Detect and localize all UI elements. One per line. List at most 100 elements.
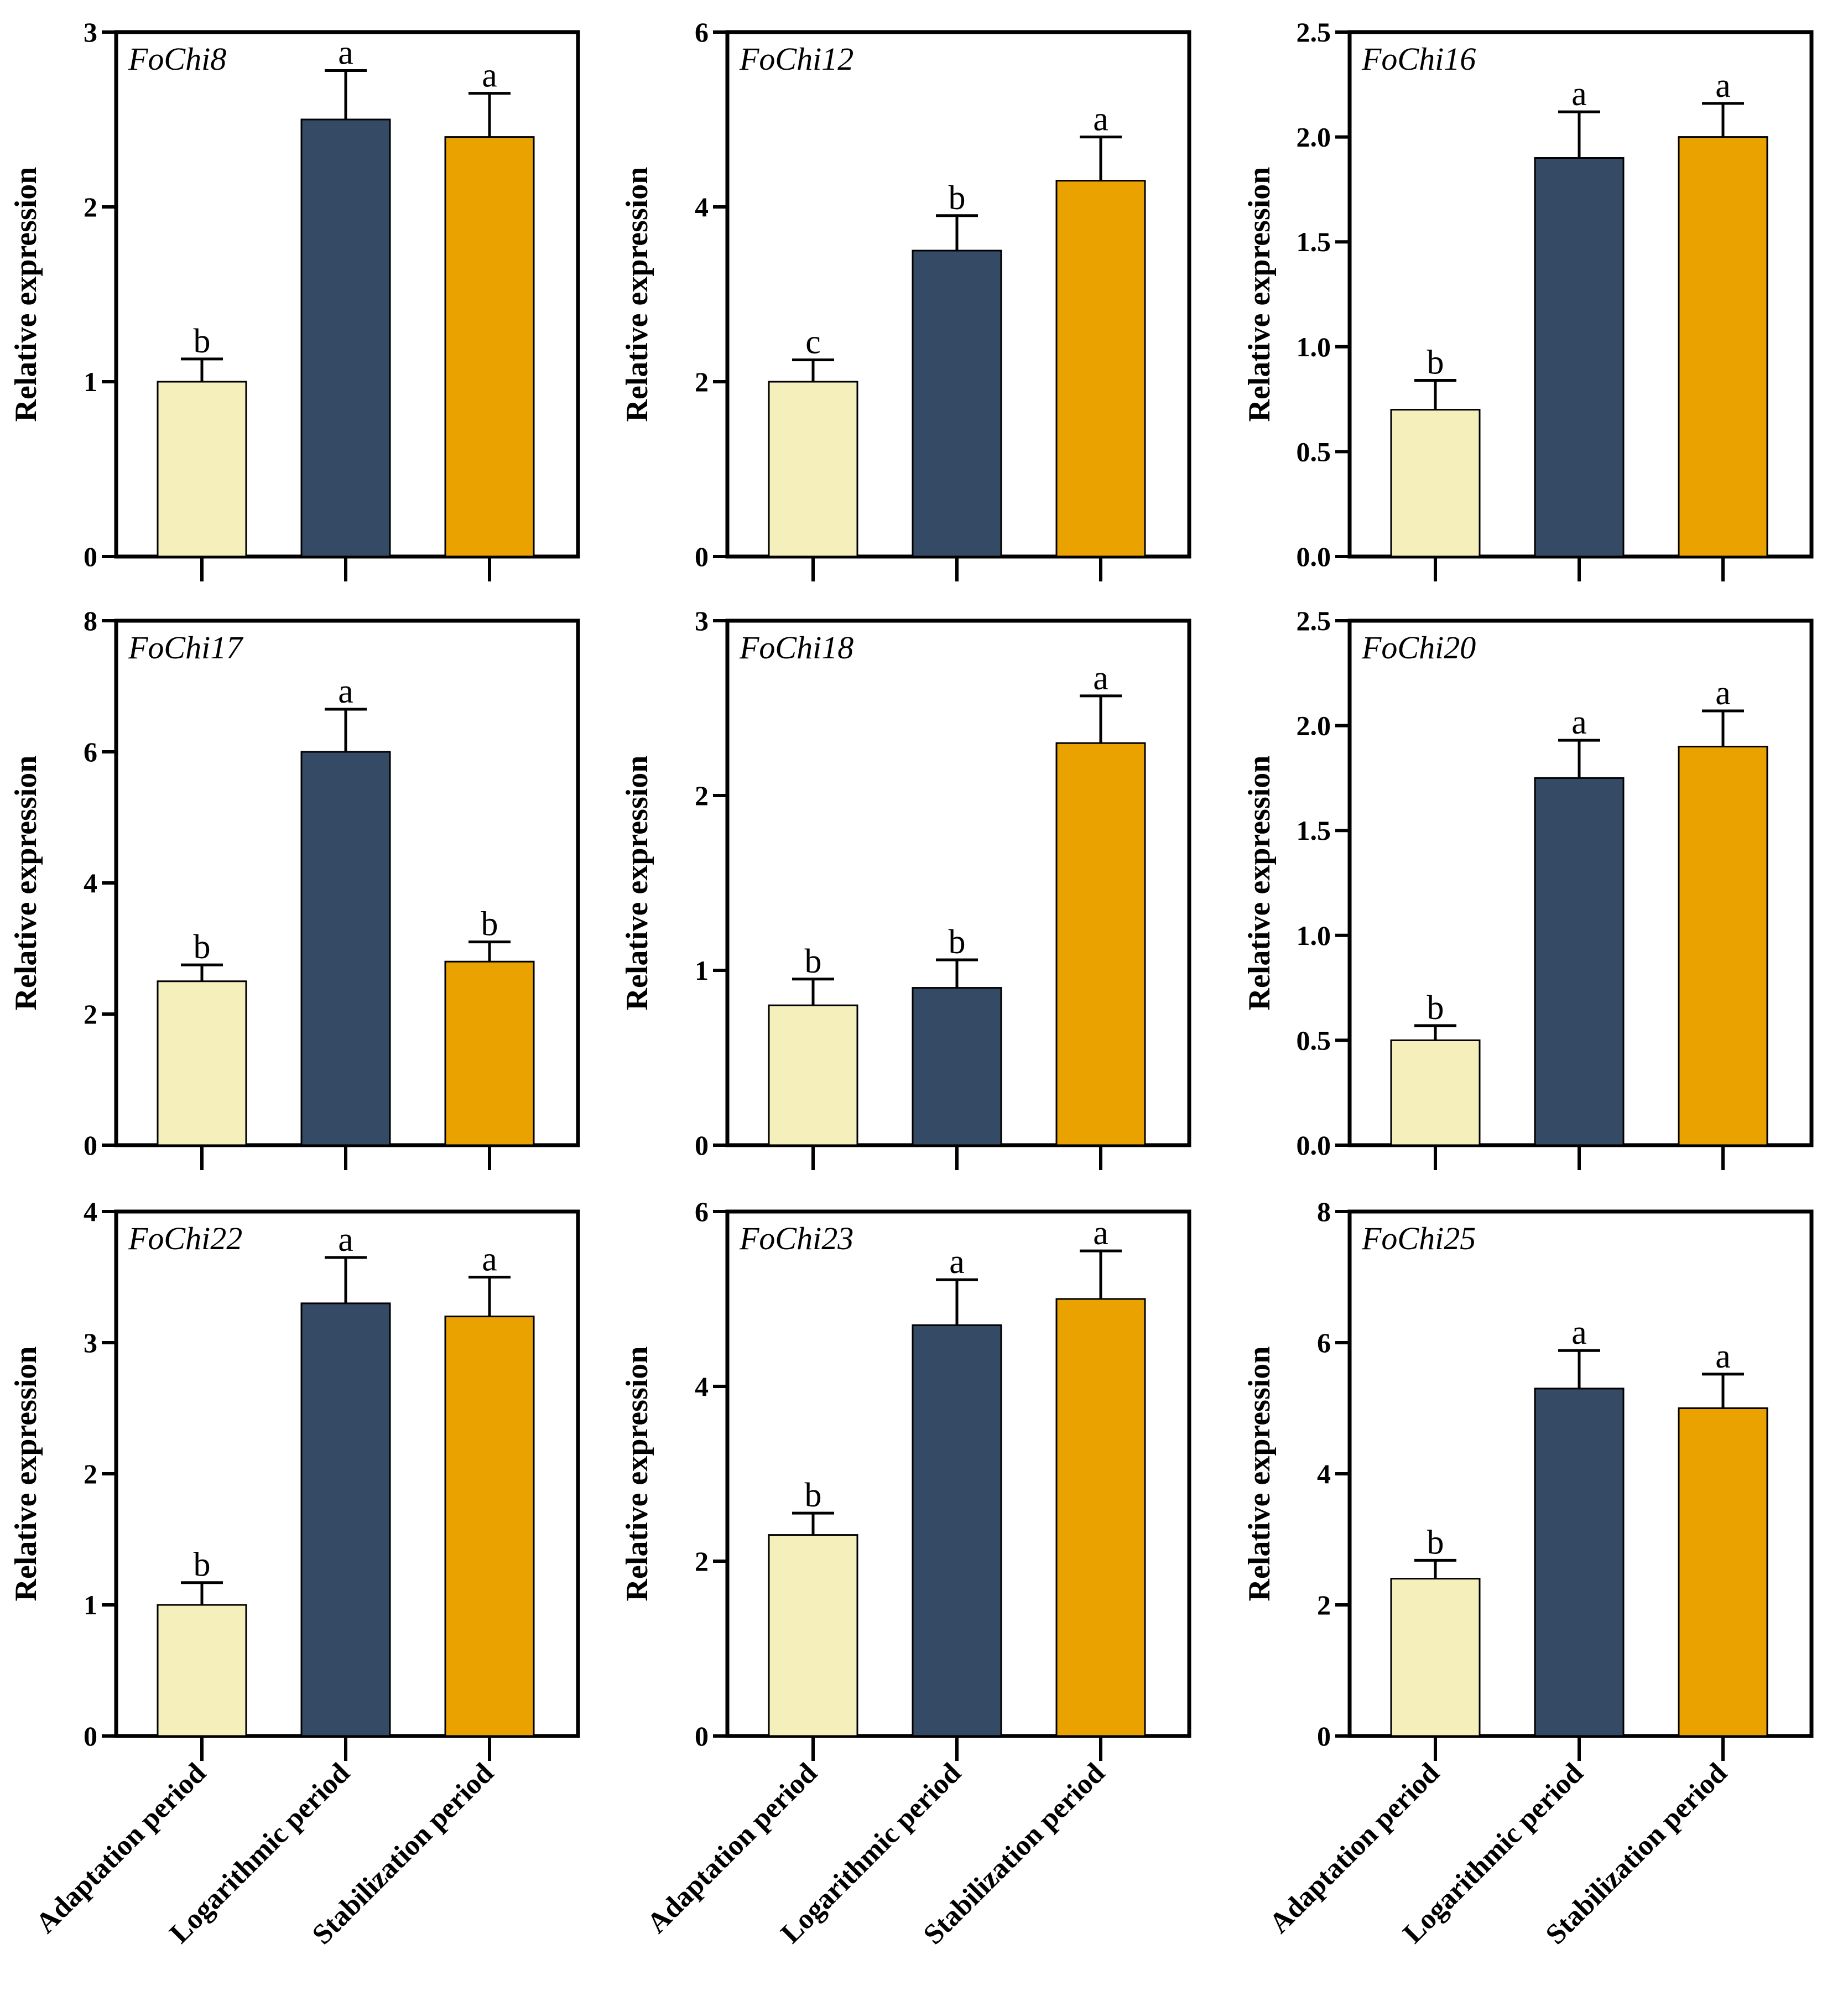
y-tick-label: 1.0 <box>1297 920 1331 951</box>
significance-letter: b <box>194 928 211 966</box>
bar-1 <box>768 381 858 558</box>
y-axis-label: Relative expression <box>9 167 43 422</box>
y-tick-label: 3 <box>84 17 97 48</box>
y-tick-label: 8 <box>84 605 97 636</box>
y-tick-label: 2.0 <box>1297 122 1331 153</box>
bar-1 <box>768 1004 858 1146</box>
bar-3 <box>444 1316 535 1737</box>
y-tick-label: 0.0 <box>1297 1130 1331 1161</box>
y-axis-label: Relative expression <box>1242 756 1277 1011</box>
panel-title: FoChi16 <box>1361 41 1476 77</box>
y-axis-label: Relative expression <box>620 1347 654 1602</box>
y-tick-label: 2.5 <box>1297 605 1331 636</box>
significance-letter: a <box>1571 75 1587 113</box>
chart-panel-4: 0 2 4 6 8 Relative expression b a b FoChi17 <box>9 605 580 1170</box>
panel-title: FoChi17 <box>128 630 243 666</box>
significance-letter: b <box>1427 989 1444 1027</box>
bar-1 <box>1390 1039 1481 1146</box>
y-tick-label: 4 <box>1317 1458 1331 1489</box>
y-tick-label: 1.5 <box>1297 226 1331 257</box>
bar-1 <box>157 1604 247 1737</box>
y-tick-label: 2 <box>84 999 97 1030</box>
y-tick-label: 2.0 <box>1297 710 1331 741</box>
y-tick-label: 6 <box>695 1196 709 1227</box>
significance-letter: c <box>805 324 821 361</box>
significance-letter: b <box>194 323 211 360</box>
significance-letter: b <box>1427 1524 1444 1561</box>
bar-1 <box>1390 1578 1481 1737</box>
significance-letter: a <box>1571 1314 1587 1352</box>
significance-letter: b <box>194 1546 211 1584</box>
y-tick-label: 0.5 <box>1297 1025 1331 1056</box>
panel-title: FoChi22 <box>128 1220 242 1256</box>
y-tick-label: 2 <box>84 191 97 222</box>
bar-3 <box>444 960 535 1146</box>
panel-title: FoChi8 <box>128 41 226 77</box>
chart-panel-6: 0.0 0.5 1.0 1.5 2.0 2.5 Relative expression b a a… <box>1242 605 1814 1170</box>
bar-1 <box>157 381 247 558</box>
bar-3 <box>1055 1298 1146 1737</box>
bar-2 <box>912 250 1002 558</box>
chart-panel-5: 0 1 2 3 Relative expression b b a FoChi18 <box>620 605 1191 1170</box>
y-axis-label: Relative expression <box>1242 167 1277 422</box>
y-tick-label: 1 <box>84 366 97 397</box>
y-tick-label: 0 <box>695 541 709 572</box>
y-tick-label: 3 <box>695 605 709 636</box>
y-tick-label: 0 <box>84 1130 97 1161</box>
bar-2 <box>912 987 1002 1146</box>
bar-2 <box>300 118 391 558</box>
y-tick-label: 6 <box>1317 1327 1331 1358</box>
significance-letter: a <box>338 34 353 72</box>
significance-letter: b <box>481 906 498 943</box>
significance-letter: a <box>1093 1214 1108 1252</box>
panel-title: FoChi18 <box>739 630 853 666</box>
bar-3 <box>1678 136 1768 558</box>
bar-2 <box>300 751 391 1146</box>
significance-letter: b <box>949 179 966 217</box>
y-tick-label: 0 <box>695 1721 709 1751</box>
significance-letter: a <box>482 1241 497 1278</box>
y-tick-label: 1.0 <box>1297 331 1331 362</box>
y-tick-label: 1 <box>695 955 709 986</box>
y-tick-label: 4 <box>695 191 709 222</box>
y-tick-label: 2 <box>1317 1589 1331 1620</box>
significance-letter: a <box>338 673 353 710</box>
significance-letter: a <box>1715 1338 1731 1375</box>
y-tick-label: 2 <box>695 780 709 811</box>
y-tick-label: 1 <box>84 1589 97 1620</box>
bar-1 <box>768 1534 858 1737</box>
y-axis-label: Relative expression <box>620 756 654 1011</box>
significance-letter: a <box>338 1221 353 1259</box>
y-tick-label: 0 <box>84 1721 97 1751</box>
y-tick-label: 3 <box>84 1327 97 1358</box>
significance-letter: b <box>805 1477 822 1514</box>
y-axis-label: Relative expression <box>9 756 43 1011</box>
y-tick-label: 2.5 <box>1297 17 1331 48</box>
bar-2 <box>1534 777 1625 1146</box>
significance-letter: a <box>1093 659 1108 697</box>
y-tick-label: 0 <box>1317 1721 1331 1751</box>
significance-letter: a <box>1715 67 1731 105</box>
significance-letter: b <box>949 923 966 961</box>
panel-title: FoChi12 <box>739 41 853 77</box>
chart-panel-1: 0 1 2 3 Relative expression b a a FoChi8 <box>9 17 580 581</box>
y-tick-label: 8 <box>1317 1196 1331 1227</box>
panel-title: FoChi25 <box>1361 1220 1476 1256</box>
bar-3 <box>444 136 535 558</box>
y-axis-label: Relative expression <box>620 167 654 422</box>
y-tick-label: 4 <box>84 867 97 898</box>
y-tick-label: 6 <box>695 17 709 48</box>
bar-3 <box>1055 180 1146 558</box>
bar-2 <box>1534 1387 1625 1737</box>
significance-letter: a <box>482 57 497 95</box>
significance-letter: a <box>1093 101 1108 138</box>
bar-1 <box>157 980 247 1146</box>
chart-panel-2: 0 2 4 6 Relative expression c b a FoChi12 <box>620 17 1191 581</box>
panel-title: FoChi20 <box>1361 630 1476 666</box>
y-tick-label: 2 <box>695 366 709 397</box>
chart-panel-3: 0.0 0.5 1.0 1.5 2.0 2.5 Relative expression b a a… <box>1242 17 1814 581</box>
